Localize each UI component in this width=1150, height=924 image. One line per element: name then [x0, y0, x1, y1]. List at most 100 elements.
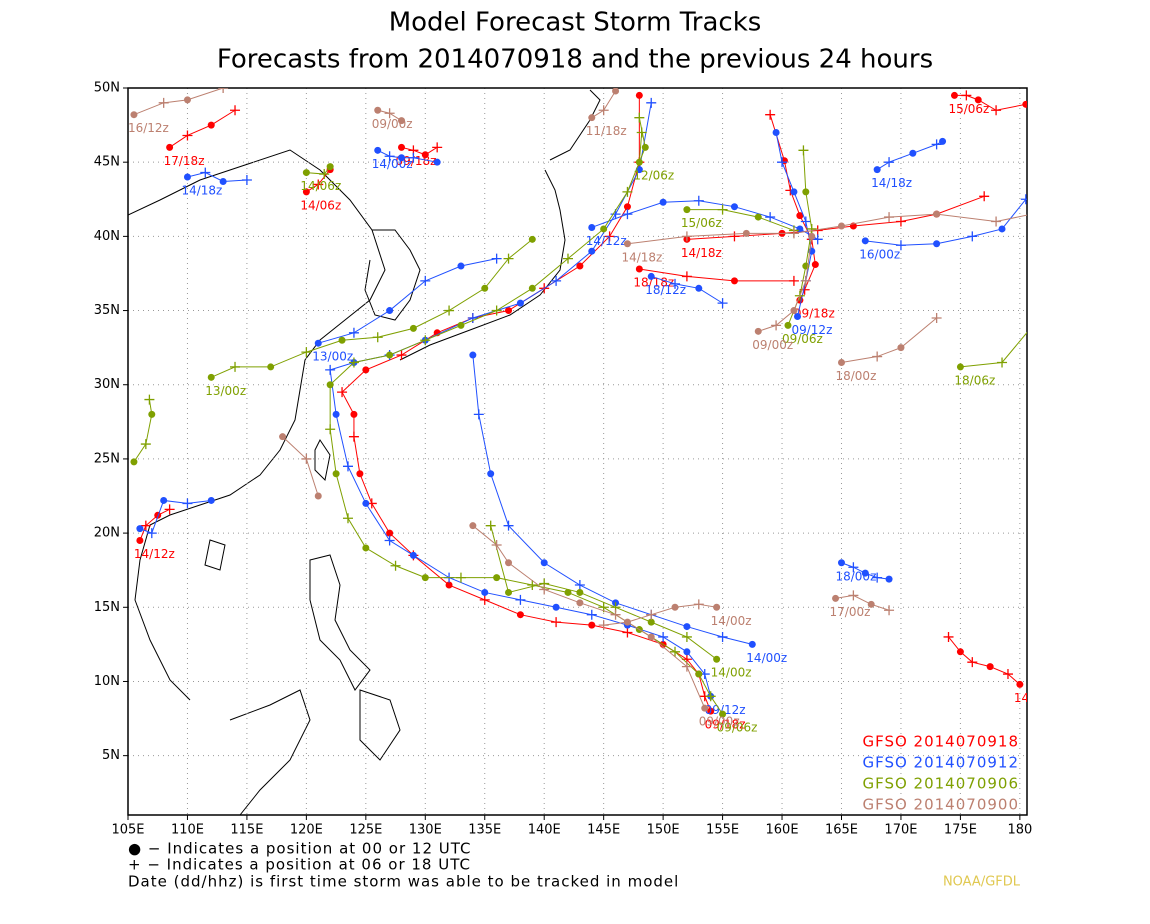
- track-point: [646, 97, 657, 108]
- track-point: [503, 253, 514, 264]
- legend-entry: GFSO 2014070912: [862, 754, 1019, 772]
- track-point: [207, 121, 215, 129]
- track-point: [362, 366, 370, 374]
- track-point: [433, 158, 441, 166]
- track-label: 12/06z: [633, 169, 674, 183]
- track-point: [551, 275, 562, 286]
- track-point: [398, 154, 406, 162]
- track-point: [539, 584, 550, 595]
- track-point: [808, 232, 816, 240]
- track-point: [182, 498, 193, 509]
- track-point: [788, 275, 799, 286]
- track-point: [386, 351, 394, 359]
- track-point: [884, 212, 895, 223]
- track-label: 18/06z: [954, 373, 995, 387]
- track-point: [635, 158, 643, 166]
- y-tick-label: 15N: [94, 600, 120, 615]
- track-point: [493, 574, 501, 582]
- track-point: [130, 458, 138, 466]
- track-label: 14/18z: [621, 250, 662, 264]
- track-label: 14/00z: [746, 651, 787, 665]
- track-point: [1022, 100, 1027, 108]
- track-point: [479, 594, 490, 605]
- track-point: [485, 520, 496, 531]
- track-point: [754, 213, 762, 221]
- track-point: [950, 91, 958, 99]
- track-point: [421, 151, 429, 159]
- track-point: [885, 575, 893, 583]
- track-point: [267, 363, 275, 371]
- track-point: [516, 299, 524, 307]
- track-point: [647, 633, 655, 641]
- coastlines: [128, 89, 601, 815]
- track-point: [681, 661, 692, 672]
- track-point: [342, 513, 353, 524]
- track-point: [622, 209, 633, 220]
- track-point: [777, 157, 788, 168]
- x-tick-label: 145E: [587, 823, 620, 838]
- track-point: [576, 588, 584, 596]
- track-label: 14/12z: [1014, 691, 1055, 705]
- y-tick-label: 30N: [94, 377, 120, 392]
- track-point: [136, 537, 144, 545]
- track-line: [211, 238, 533, 378]
- track-point: [612, 88, 620, 95]
- track-point: [867, 600, 875, 608]
- track-label: 17/18z: [164, 154, 205, 168]
- track-point: [681, 231, 692, 242]
- track-label: 09/00z: [372, 117, 413, 131]
- track-point: [610, 609, 621, 620]
- y-tick-label: 45N: [94, 155, 120, 170]
- x-tick-label: 140E: [528, 823, 561, 838]
- track-point: [528, 284, 536, 292]
- track-point: [325, 364, 336, 375]
- track-point: [146, 528, 157, 539]
- track-point: [872, 351, 883, 362]
- track-point: [586, 609, 597, 620]
- track-point: [469, 522, 477, 530]
- track-point: [396, 350, 407, 361]
- track-point: [811, 261, 819, 269]
- track-label: 16/12z: [128, 121, 169, 135]
- track-point: [895, 216, 906, 227]
- track-point: [230, 361, 241, 372]
- x-tick-label: 115E: [230, 823, 263, 838]
- track-point: [182, 130, 193, 141]
- track-point: [386, 529, 394, 537]
- y-tick-label: 40N: [94, 229, 120, 244]
- track-point: [469, 351, 477, 359]
- track-point: [796, 225, 804, 233]
- track-point: [241, 174, 252, 185]
- track-point: [695, 670, 703, 678]
- track-point: [144, 394, 155, 405]
- track-point: [528, 235, 536, 243]
- track-point: [784, 321, 792, 329]
- track-point: [873, 166, 881, 174]
- track-line: [187, 172, 247, 182]
- track-point: [166, 143, 174, 151]
- track-point: [800, 275, 811, 286]
- track-point: [491, 253, 502, 264]
- track-point: [622, 186, 633, 197]
- y-tick-label: 35N: [94, 303, 120, 318]
- track-point: [481, 284, 489, 292]
- track-point: [659, 198, 667, 206]
- track-point: [895, 240, 906, 251]
- tracks: 09/18z 09/18z 14/12z 15/06z 14/18z 18/18z 17/1…: [128, 88, 1055, 735]
- track-label: 18/00z: [835, 569, 876, 583]
- track-label: 15/06z: [681, 216, 722, 230]
- y-tick-label: 5N: [102, 748, 120, 763]
- track-point: [1028, 323, 1035, 330]
- track-point: [772, 129, 780, 137]
- track-point: [491, 539, 502, 550]
- track-point: [670, 278, 681, 289]
- track-point: [1020, 194, 1027, 205]
- track-point: [527, 580, 538, 591]
- track-point: [386, 307, 394, 315]
- track-point: [319, 169, 330, 180]
- track-point: [623, 203, 631, 211]
- track-point: [909, 149, 917, 157]
- track-point: [647, 618, 655, 626]
- track-point: [974, 96, 982, 104]
- note: ● − Indicates a position at 00 or 12 UTC: [128, 840, 472, 858]
